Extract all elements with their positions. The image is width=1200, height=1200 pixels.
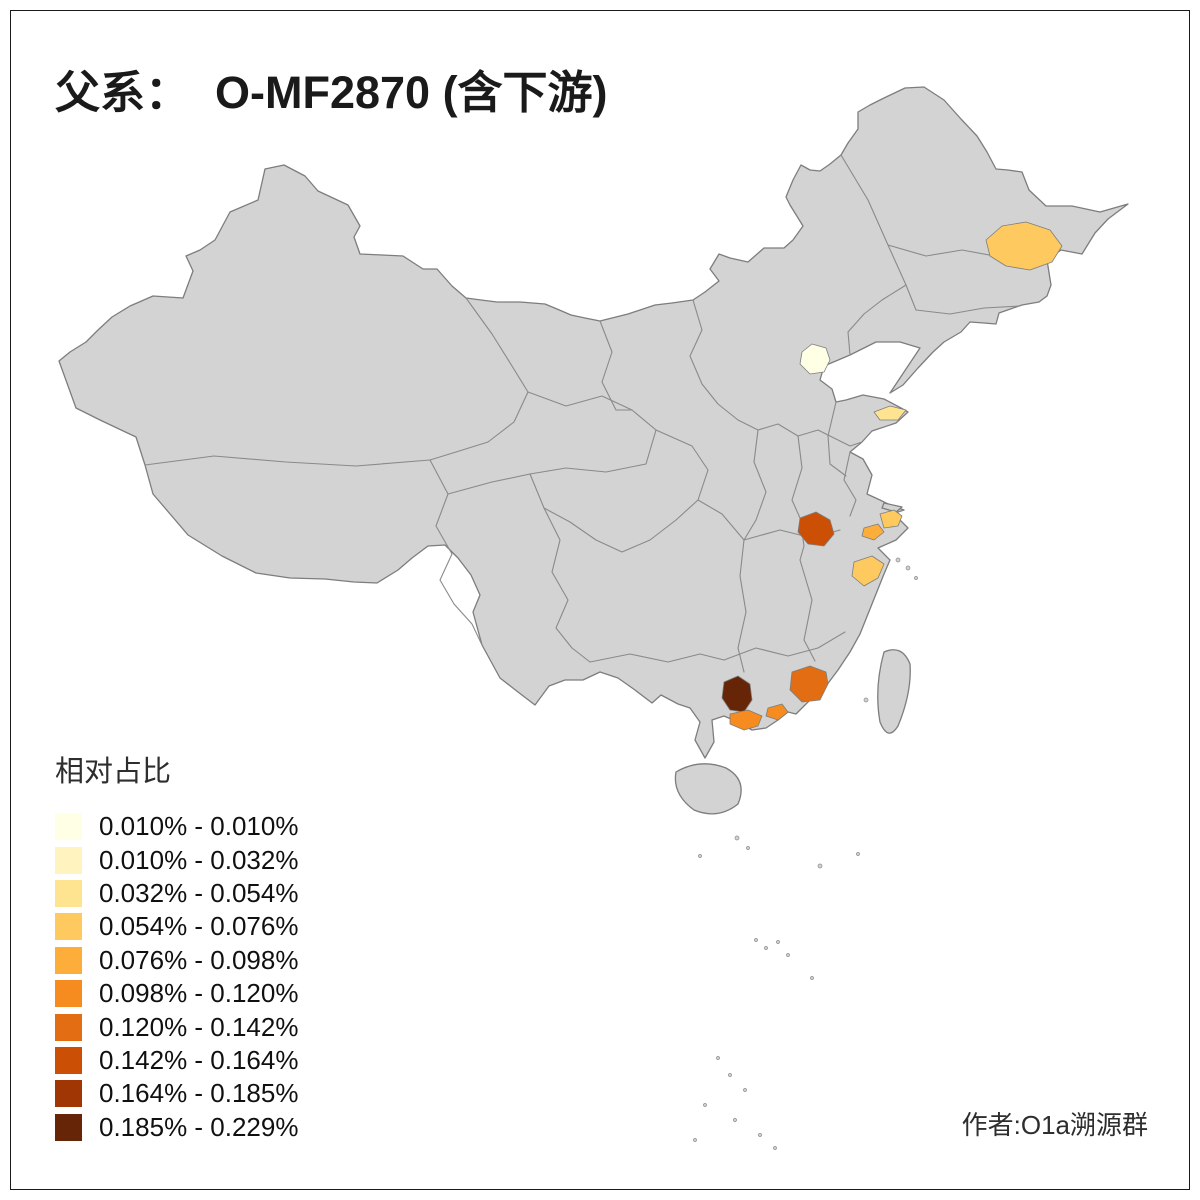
legend-item: 0.076% - 0.098% <box>55 944 298 977</box>
legend-label: 0.032% - 0.054% <box>99 877 299 908</box>
legend-swatch <box>55 980 82 1008</box>
legend: 相对占比 0.010% - 0.010% 0.010% - 0.032% 0.032… <box>55 748 298 1144</box>
legend-item: 0.164% - 0.185% <box>55 1077 298 1110</box>
legend-label: 0.076% - 0.098% <box>99 944 299 975</box>
region-guangdong-west <box>721 675 753 713</box>
legend-label: 0.185% - 0.229% <box>99 1111 299 1142</box>
china-mainland-shape <box>58 86 1129 759</box>
province-borders <box>144 154 1048 673</box>
region-jiangsu-south <box>861 523 885 541</box>
region-beijing <box>799 343 831 375</box>
region-jiangsu-coast <box>879 509 903 529</box>
legend-swatch <box>55 1013 82 1041</box>
legend-swatch <box>55 1080 82 1108</box>
island-dots <box>693 557 918 1150</box>
legend-swatch <box>55 879 82 907</box>
legend-label: 0.164% - 0.185% <box>99 1078 299 1109</box>
legend-item: 0.098% - 0.120% <box>55 977 298 1010</box>
region-anhui-central <box>797 511 835 547</box>
hainan-island-shape <box>674 763 742 815</box>
legend-swatch <box>55 1113 82 1141</box>
region-northeast-heilongjiang <box>985 221 1063 271</box>
author-credit: 作者:O1a溯源群 <box>961 1110 1148 1140</box>
legend-swatch <box>55 913 82 941</box>
legend-swatch <box>55 946 82 974</box>
region-guangdong-coast-small <box>765 703 789 721</box>
legend-item: 0.032% - 0.054% <box>55 877 298 910</box>
plot-frame <box>10 10 1190 1190</box>
legend-swatch <box>55 813 82 841</box>
legend-item: 0.142% - 0.164% <box>55 1044 298 1077</box>
major-islands <box>674 502 911 815</box>
legend-item: 0.054% - 0.076% <box>55 910 298 943</box>
region-shandong-peninsula <box>873 405 907 421</box>
highlight-regions <box>721 221 1063 731</box>
legend-item: 0.010% - 0.010% <box>55 810 298 843</box>
legend-label: 0.142% - 0.164% <box>99 1044 299 1075</box>
region-guangdong-central <box>789 665 829 703</box>
legend-items: 0.010% - 0.010% 0.010% - 0.032% 0.032% - 0… <box>55 810 298 1144</box>
legend-label: 0.010% - 0.032% <box>99 844 299 875</box>
legend-swatch <box>55 1046 82 1074</box>
region-guangdong-southwest <box>729 709 763 731</box>
page-title: 父系： O-MF2870 (含下游) <box>55 67 608 118</box>
legend-label: 0.010% - 0.010% <box>99 811 299 842</box>
legend-label: 0.120% - 0.142% <box>99 1011 299 1042</box>
legend-item: 0.120% - 0.142% <box>55 1010 298 1043</box>
legend-label: 0.054% - 0.076% <box>99 911 299 942</box>
legend-item: 0.010% - 0.032% <box>55 843 298 876</box>
taiwan-island-shape <box>877 649 911 734</box>
legend-item: 0.185% - 0.229% <box>55 1111 298 1144</box>
legend-title: 相对占比 <box>55 756 172 788</box>
region-zhejiang-north <box>851 555 885 587</box>
legend-swatch <box>55 846 82 874</box>
legend-label: 0.098% - 0.120% <box>99 978 299 1009</box>
